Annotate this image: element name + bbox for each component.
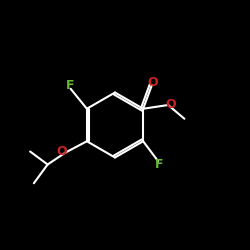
Text: F: F bbox=[155, 158, 163, 171]
Text: O: O bbox=[57, 145, 68, 158]
Text: O: O bbox=[166, 98, 176, 111]
Text: O: O bbox=[148, 76, 158, 88]
Text: F: F bbox=[66, 79, 74, 92]
